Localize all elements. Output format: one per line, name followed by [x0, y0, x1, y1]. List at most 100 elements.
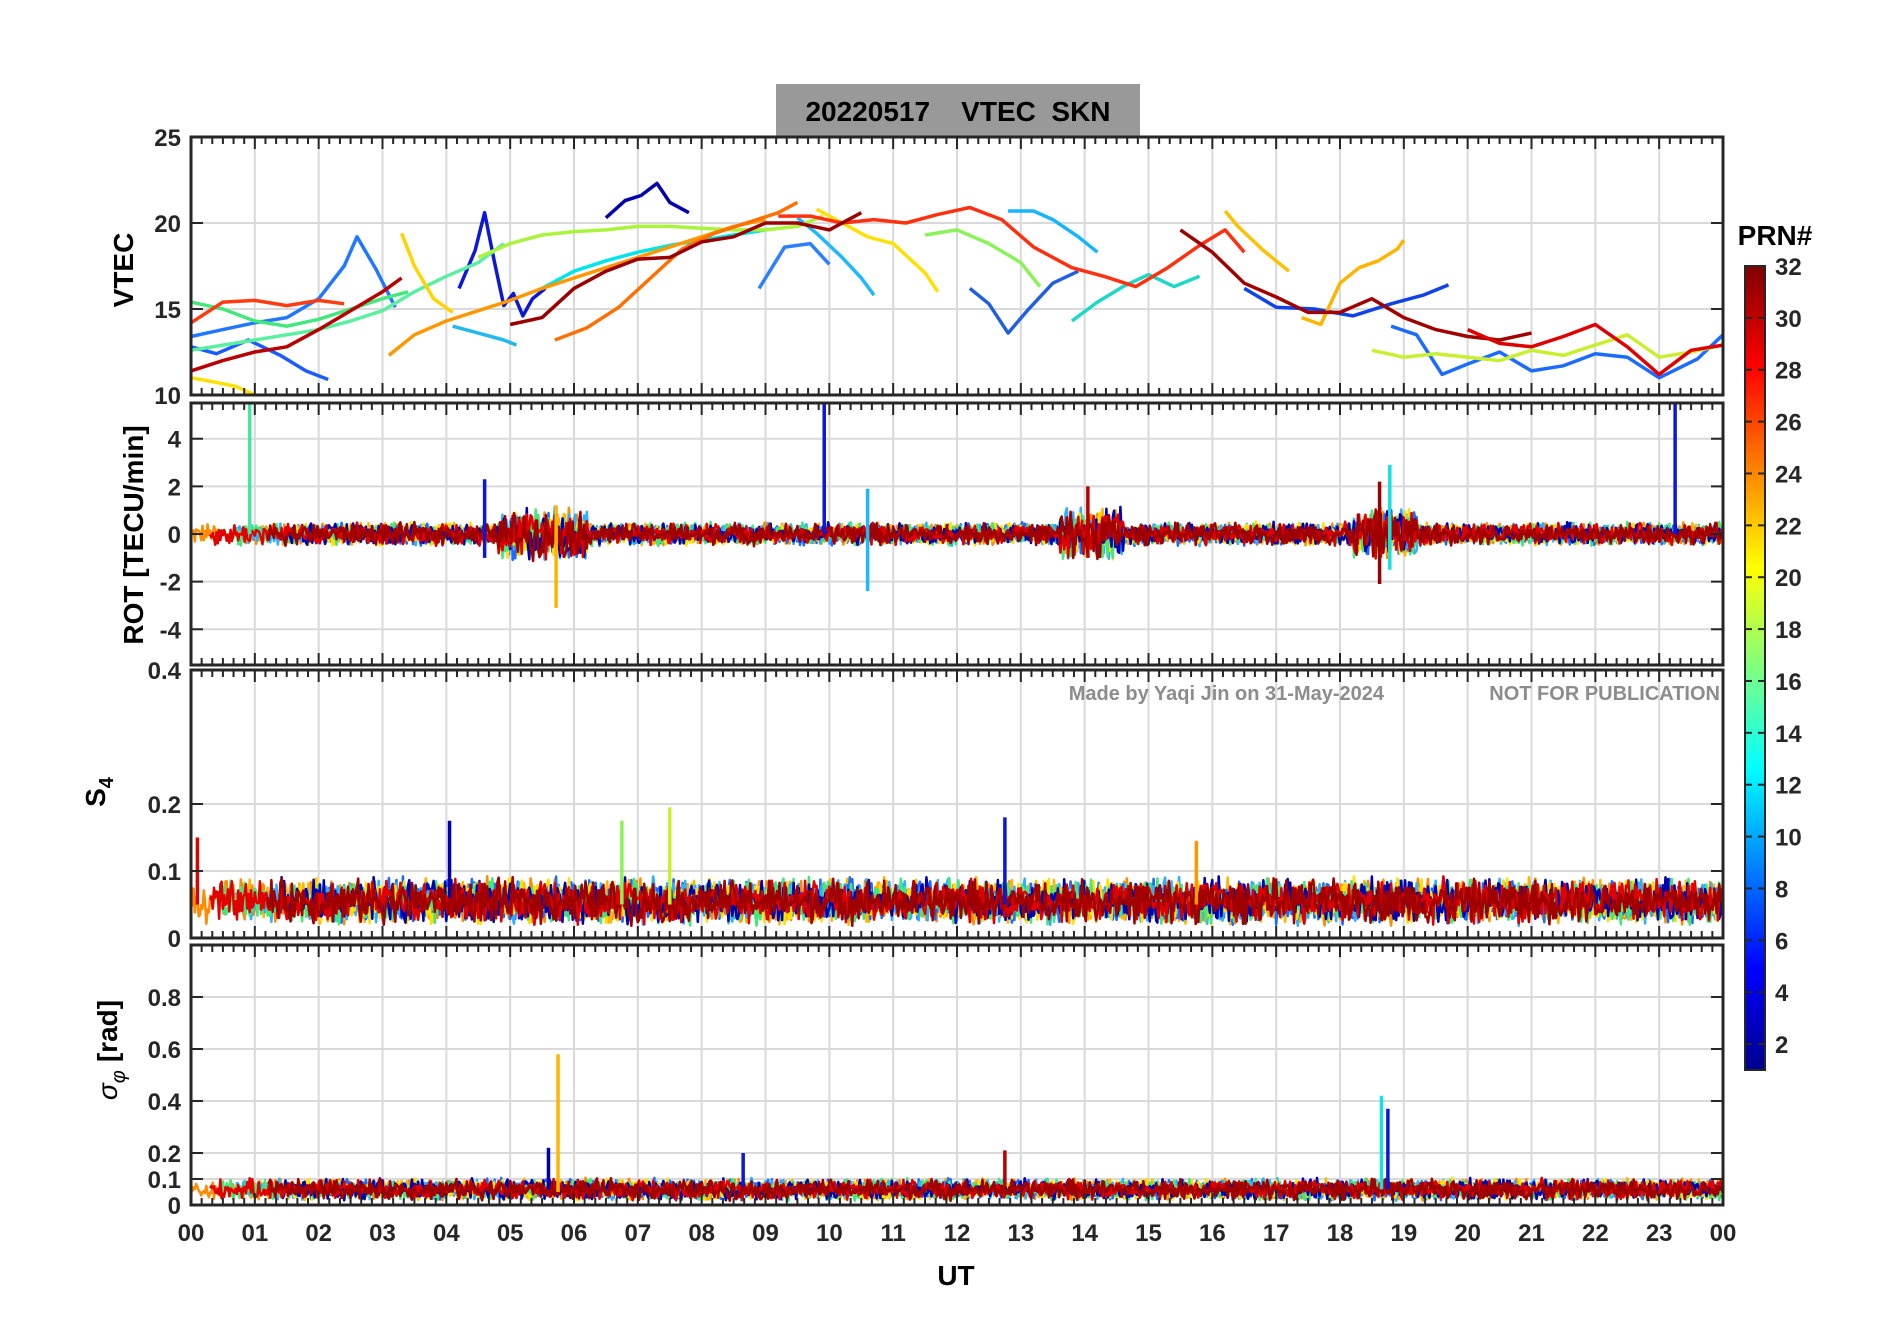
- x-axis: 00 01 02 03 04 05 06 07 08 09 10 11 12 13 14 15 16 17 18 19…: [178, 1220, 1737, 1247]
- sigma_phi-ytick-label-1: 0.1: [148, 1167, 181, 1194]
- x-tick-label-9: 09: [752, 1220, 779, 1247]
- vtec-series-26: [778, 205, 1246, 289]
- s4-ytick-label-1: 0.1: [148, 859, 181, 886]
- vtec-series-11: [541, 228, 766, 290]
- vtec-series-10: [796, 216, 876, 297]
- sigma_phi-noise-8: [267, 1176, 1725, 1203]
- chart-title: 20220517 VTEC SKN: [805, 96, 1110, 127]
- rot-ytick-label-4: 4: [168, 427, 182, 454]
- x-tick-label-10: 10: [816, 1220, 843, 1247]
- rot-axis-title: ROT [TECU/min]: [118, 425, 149, 644]
- colorbar-tick-label-9: 20: [1775, 565, 1802, 592]
- colorbar-tick-label-4: 10: [1775, 825, 1802, 852]
- vtec-series-4: [757, 241, 831, 290]
- sigma-phi-axis-title-sub: φ: [108, 1070, 130, 1083]
- x-tick-label-14: 14: [1071, 1220, 1098, 1247]
- panel-rot: -4 -2 0 2 4: [160, 401, 1725, 667]
- vtec-ytick-label-3: 25: [154, 125, 181, 152]
- colorbar-tick-label-6: 14: [1775, 721, 1802, 748]
- rot-ytick-label-0: -4: [160, 617, 182, 644]
- vtec-series-15: [924, 228, 1042, 288]
- watermark-notice: NOT FOR PUBLICATION: [1489, 683, 1720, 705]
- vtec-series-24: [554, 200, 799, 342]
- x-tick-label-6: 06: [561, 1220, 588, 1247]
- rot-ytick-label-2: 0: [168, 522, 181, 549]
- vtec-ytick-label-2: 20: [154, 211, 181, 238]
- rot-ytick-label-1: -2: [160, 570, 181, 597]
- colorbar-title: PRN#: [1738, 220, 1813, 251]
- rot-noise-8: [266, 508, 1725, 563]
- vtec-series-1: [604, 181, 690, 220]
- x-tick-label-2: 02: [305, 1220, 332, 1247]
- colorbar: [1744, 265, 1766, 1071]
- x-tick-label-19: 19: [1390, 1220, 1417, 1247]
- colorbar-tick-label-8: 18: [1775, 617, 1802, 644]
- panel-s4: 0 0.1 0.2 0.4: [148, 658, 1725, 953]
- sigma_phi-ytick-label-2: 0.2: [148, 1141, 181, 1168]
- vtec-axis-title: VTEC: [108, 233, 139, 308]
- x-tick-label-22: 22: [1582, 1220, 1609, 1247]
- vtec-series-23: [387, 217, 766, 357]
- colorbar-tick-label-2: 6: [1775, 928, 1788, 955]
- colorbar-tick-label-5: 12: [1775, 773, 1802, 800]
- vtec-series-12: [1070, 272, 1201, 323]
- sigma-phi-axis-title: σφ [rad]: [92, 1000, 130, 1100]
- vtec-series-7: [1390, 324, 1725, 380]
- colorbar-tick-label-15: 32: [1775, 254, 1802, 281]
- s4-axis-title: S4: [80, 776, 118, 807]
- vtec-series-14: [190, 290, 409, 328]
- x-tick-label-7: 07: [624, 1220, 651, 1247]
- x-tick-label-20: 20: [1454, 1220, 1481, 1247]
- colorbar-tick-label-1: 4: [1775, 980, 1789, 1007]
- s4-ytick-label-2: 0.2: [148, 792, 181, 819]
- vtec-ytick-label-0: 10: [154, 383, 181, 410]
- sigma_phi-ytick-label-0: 0: [168, 1193, 181, 1220]
- vtec-series-19: [399, 232, 454, 314]
- s4-axis-title-main: S: [80, 788, 111, 807]
- colorbar-tick-label-13: 28: [1775, 358, 1802, 385]
- vtec-series-22: [1223, 209, 1291, 273]
- colorbar-tick-label-0: 2: [1775, 1032, 1788, 1059]
- vtec-series-30: [1467, 322, 1724, 377]
- vtec-series-6: [1243, 283, 1450, 318]
- vtec-series-9: [452, 324, 518, 347]
- vtec-series-17: [1371, 333, 1724, 363]
- x-tick-label-15: 15: [1135, 1220, 1162, 1247]
- vtec-series-8: [1008, 209, 1099, 254]
- vtec-series-27: [190, 276, 403, 373]
- sigma-phi-axis-title-unit: [rad]: [92, 1000, 123, 1062]
- sigma-phi-axis-title-main: σ: [92, 1082, 123, 1100]
- x-tick-label-5: 05: [497, 1220, 524, 1247]
- vtec-series-5: [968, 269, 1080, 335]
- rot-ytick-label-3: 2: [168, 474, 181, 501]
- x-tick-label-11: 11: [880, 1220, 905, 1247]
- x-tick-label-8: 08: [688, 1220, 715, 1247]
- vtec-series-25: [190, 298, 345, 325]
- s4-axis-title-sub: 4: [96, 776, 118, 788]
- colorbar-tick-label-14: 30: [1775, 306, 1802, 333]
- s4-ytick-label-0: 0: [168, 926, 181, 953]
- x-tick-label-18: 18: [1327, 1220, 1354, 1247]
- x-tick-label-23: 23: [1646, 1220, 1673, 1247]
- vtec-series-28: [509, 211, 863, 327]
- vtec-series-13: [190, 242, 505, 353]
- vtec-ytick-label-1: 15: [154, 297, 181, 324]
- colorbar-tick-label-3: 8: [1775, 876, 1788, 903]
- x-tick-label-21: 21: [1518, 1220, 1545, 1247]
- x-tick-label-17: 17: [1263, 1220, 1290, 1247]
- s4-noise-8: [266, 875, 1725, 928]
- x-tick-label-16: 16: [1199, 1220, 1226, 1247]
- x-axis-title: UT: [937, 1260, 974, 1291]
- vtec-series-18: [190, 376, 256, 397]
- panel-sigma-phi: 00.10.2 0.4 0.6 0.8: [148, 943, 1725, 1220]
- colorbar-tick-label-10: 22: [1775, 513, 1802, 540]
- sigma_phi-ytick-label-3: 0.4: [148, 1089, 182, 1116]
- title-box: [776, 84, 1140, 136]
- x-tick-label-24: 00: [1710, 1220, 1737, 1247]
- colorbar-tick-label-12: 26: [1775, 410, 1802, 437]
- x-tick-label-4: 04: [433, 1220, 460, 1247]
- x-tick-label-13: 13: [1007, 1220, 1034, 1247]
- vtec-series-21: [1301, 239, 1406, 327]
